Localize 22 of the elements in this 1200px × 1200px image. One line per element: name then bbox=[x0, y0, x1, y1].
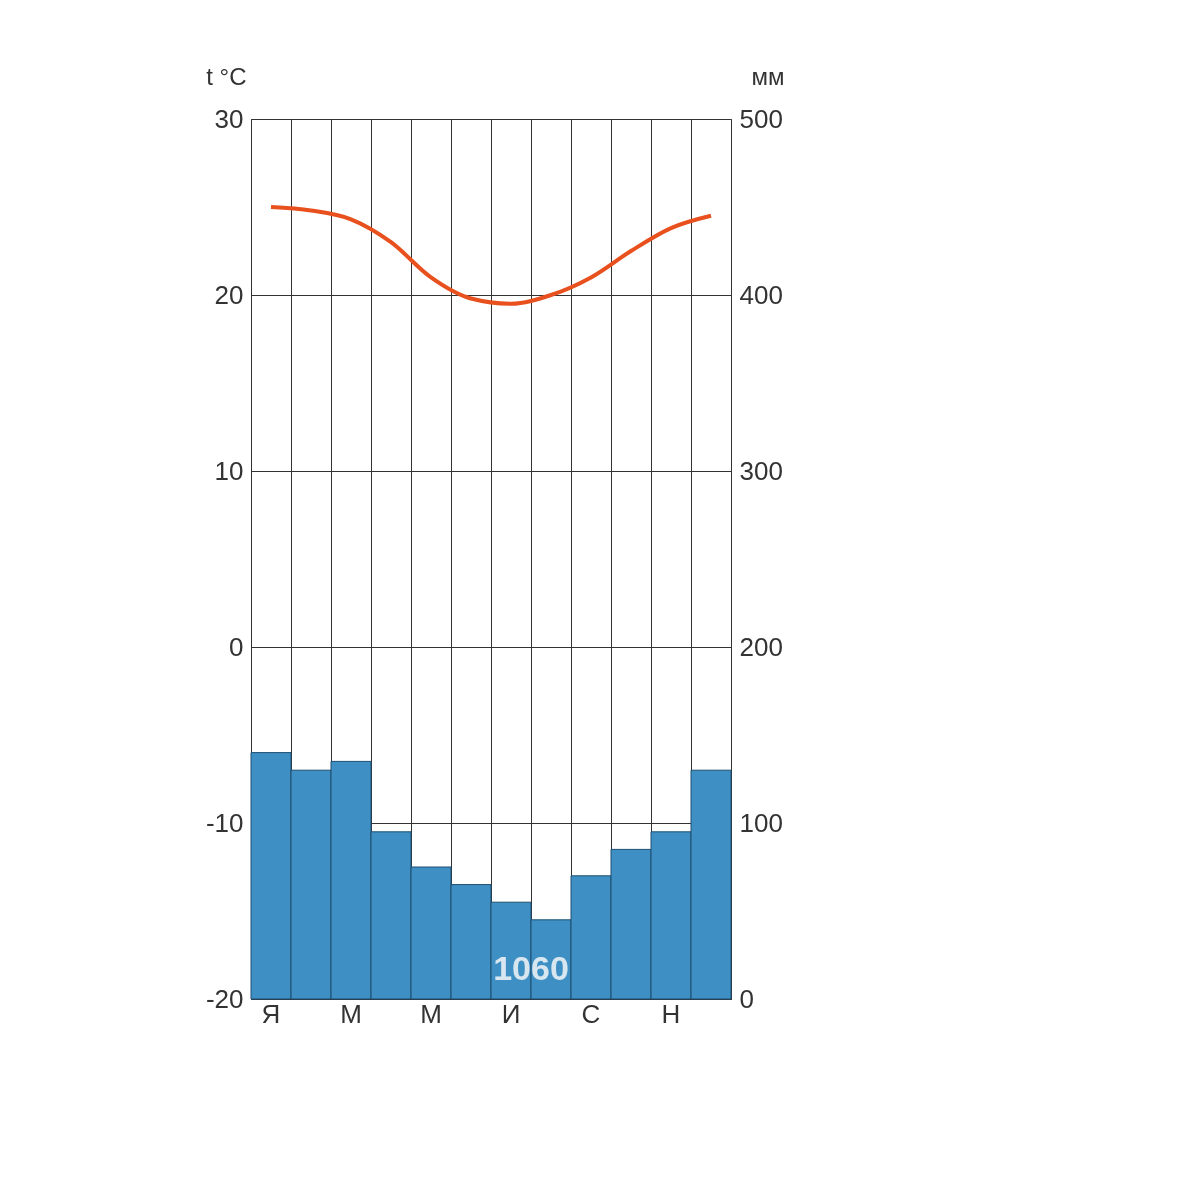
y2-axis-title: мм bbox=[751, 62, 785, 90]
y2-tick-label: 400 bbox=[739, 279, 783, 310]
x-tick-label: М bbox=[340, 998, 362, 1029]
x-tick-label: С bbox=[581, 998, 601, 1029]
y-axis-title: t °C bbox=[206, 62, 247, 90]
y-tick-label: -10 bbox=[205, 807, 244, 838]
x-tick-label: Я bbox=[261, 998, 281, 1029]
y-tick-label: 10 bbox=[214, 455, 244, 486]
y2-tick-label: 100 bbox=[739, 807, 783, 838]
x-tick-label: И bbox=[501, 998, 521, 1029]
line-series bbox=[269, 205, 713, 306]
y2-tick-label: 500 bbox=[739, 103, 783, 134]
y-tick-label: 30 bbox=[214, 103, 244, 134]
x-tick-label: М bbox=[420, 998, 442, 1029]
annotation: 1060 bbox=[493, 949, 569, 987]
y-tick-label: 20 bbox=[214, 279, 244, 310]
x-tick-label: Н bbox=[661, 998, 681, 1029]
y2-tick-label: 200 bbox=[739, 631, 783, 662]
y2-tick-label: 0 bbox=[739, 983, 754, 1014]
y-tick-label: 0 bbox=[229, 631, 244, 662]
y2-tick-label: 300 bbox=[739, 455, 783, 486]
y-tick-label: -20 bbox=[205, 983, 244, 1014]
